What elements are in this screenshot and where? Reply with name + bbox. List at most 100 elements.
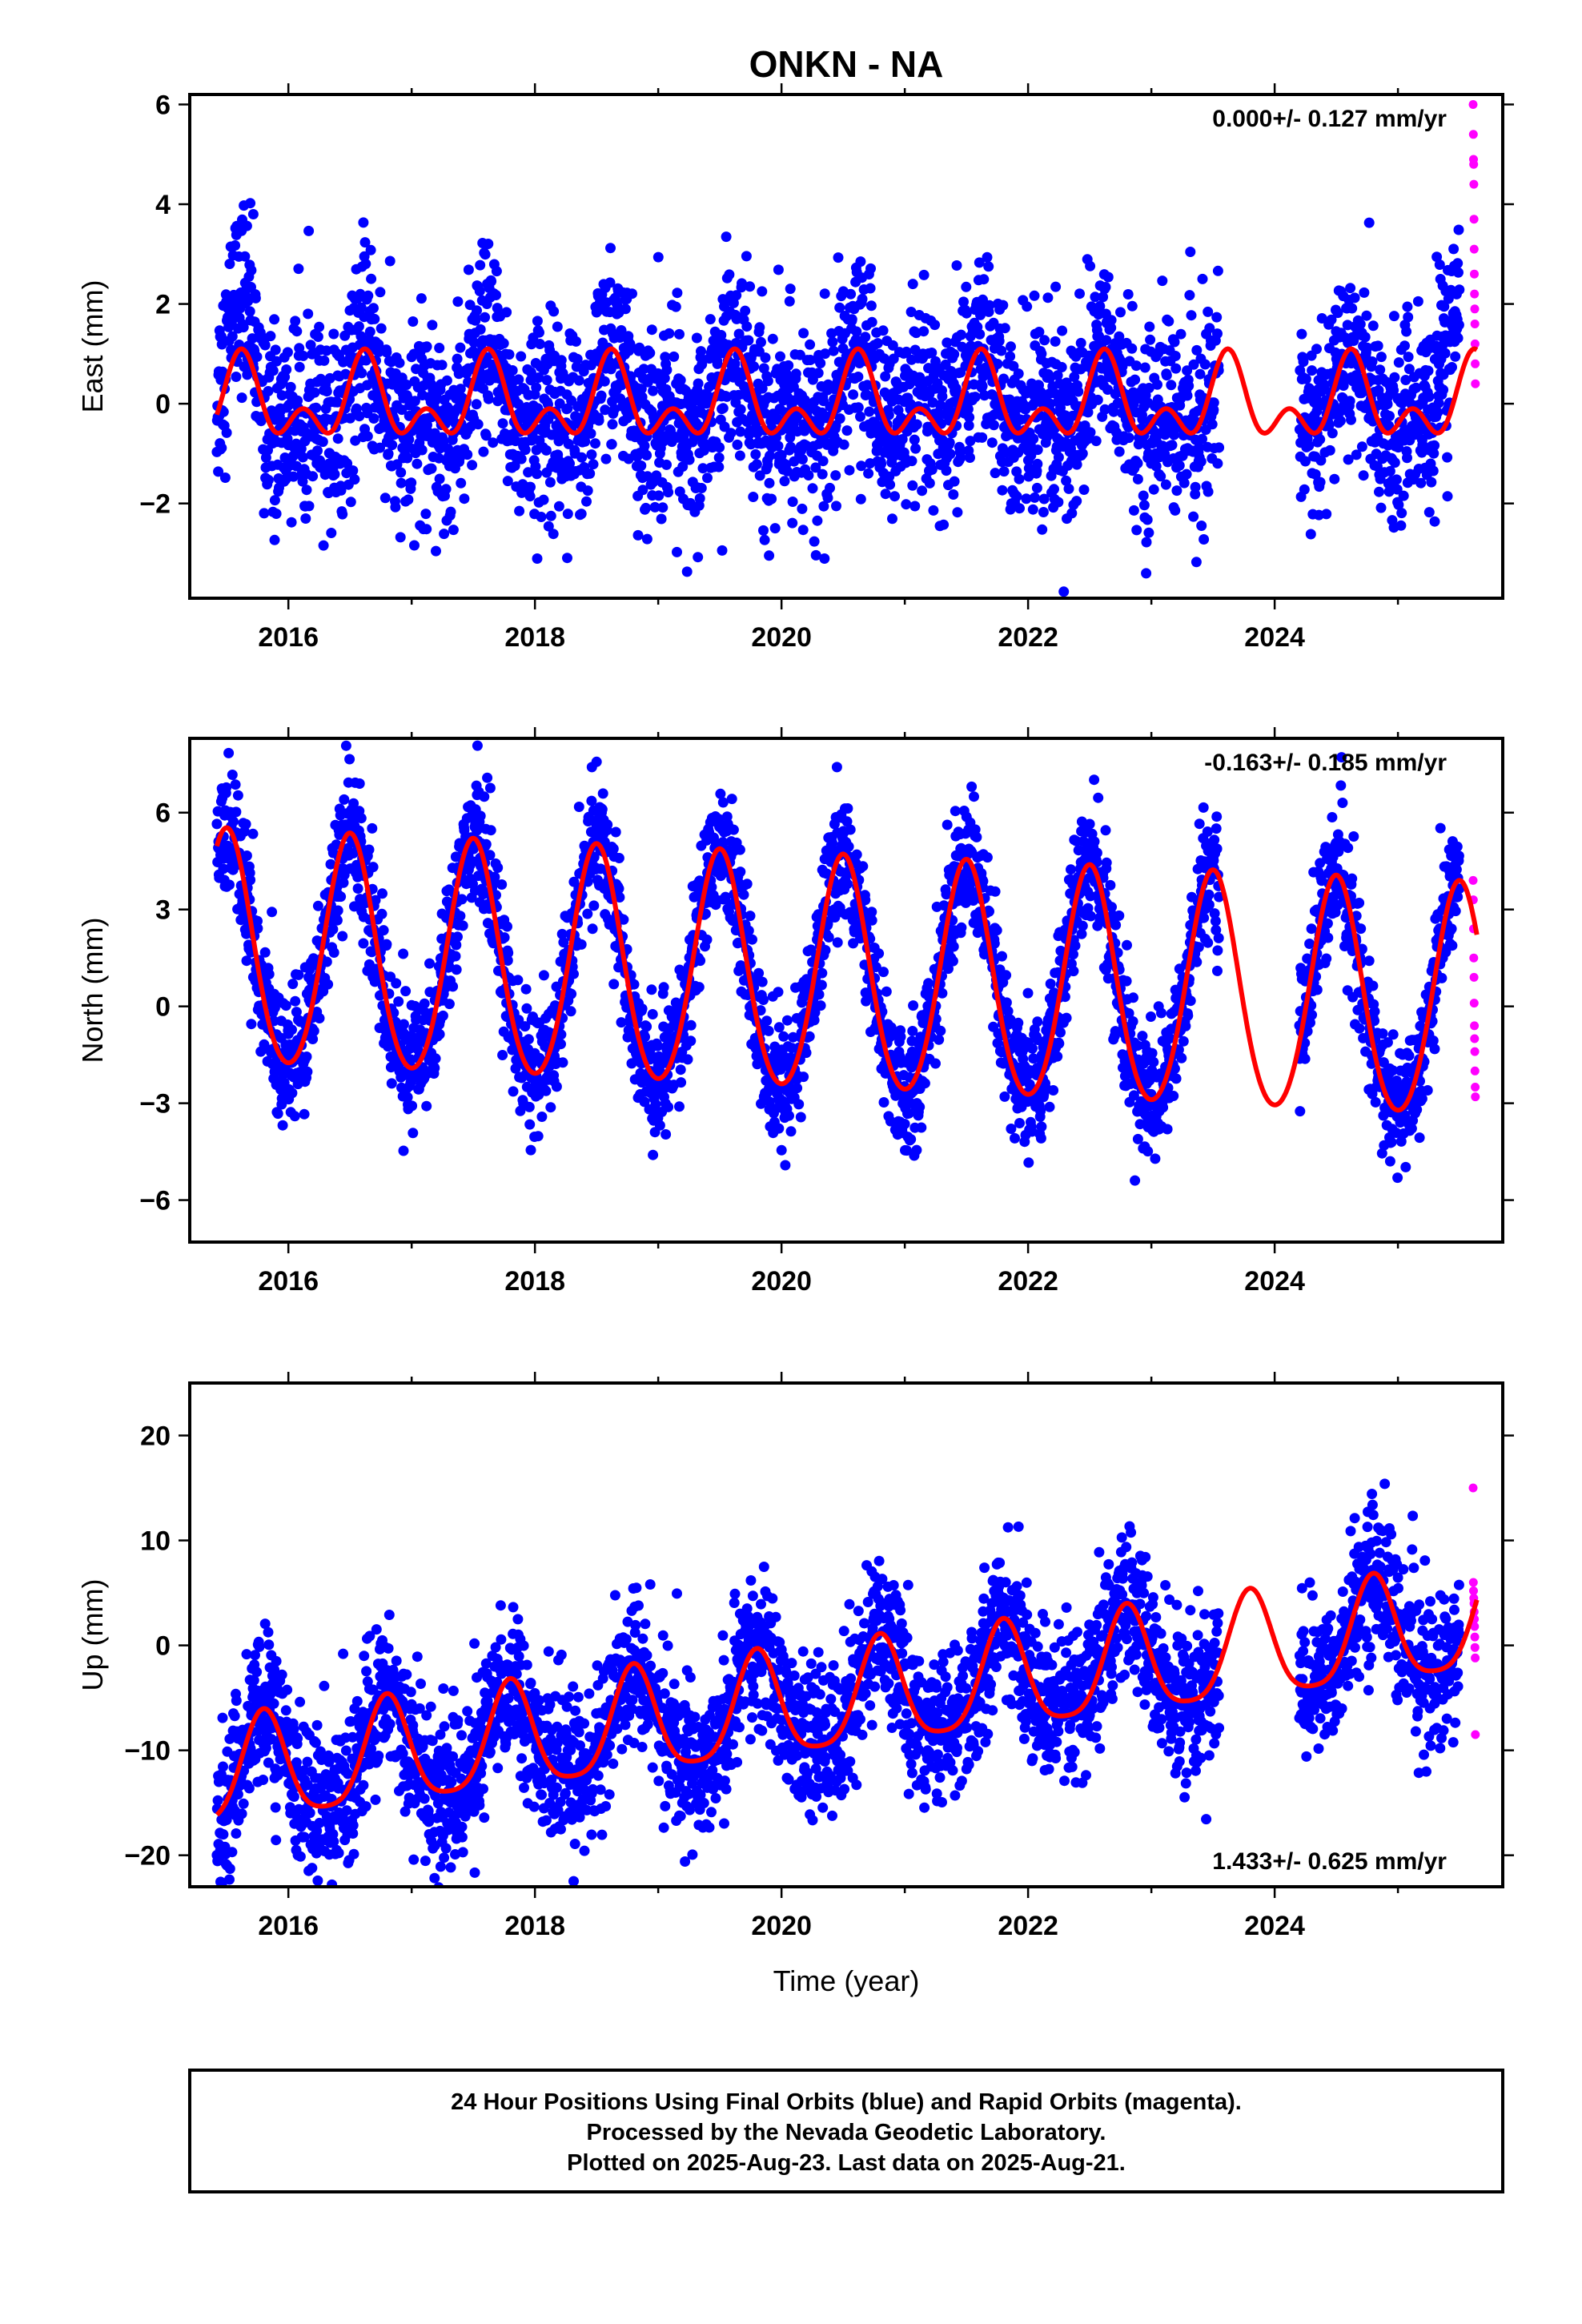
data-point bbox=[455, 911, 466, 922]
data-point bbox=[926, 464, 938, 475]
data-point bbox=[1174, 460, 1185, 471]
data-point bbox=[471, 399, 482, 410]
data-point bbox=[475, 259, 486, 271]
data-point bbox=[287, 1088, 298, 1099]
data-point bbox=[1358, 470, 1369, 481]
data-point bbox=[853, 372, 864, 382]
data-point bbox=[646, 324, 657, 336]
data-point bbox=[1375, 352, 1387, 363]
data-point bbox=[1170, 505, 1181, 516]
data-point bbox=[1367, 320, 1379, 332]
y-tick-label: 4 bbox=[155, 190, 171, 220]
data-point bbox=[1150, 460, 1162, 472]
data-point bbox=[360, 355, 371, 366]
data-point bbox=[1006, 341, 1016, 352]
data-point bbox=[1157, 275, 1168, 287]
data-point bbox=[562, 509, 573, 520]
data-point bbox=[652, 1040, 663, 1051]
data-point bbox=[544, 476, 556, 488]
data-point bbox=[239, 251, 251, 262]
data-point bbox=[562, 553, 572, 564]
data-point bbox=[1402, 452, 1412, 464]
data-point bbox=[369, 313, 380, 324]
data-point bbox=[813, 368, 824, 379]
data-point bbox=[1315, 476, 1326, 488]
data-point bbox=[1299, 484, 1310, 495]
y-tick-label: −2 bbox=[139, 489, 171, 520]
data-point bbox=[793, 1099, 805, 1110]
data-point bbox=[997, 485, 1008, 496]
data-point bbox=[1453, 267, 1464, 278]
data-point bbox=[1324, 444, 1335, 456]
data-point bbox=[741, 321, 753, 332]
data-point bbox=[455, 342, 466, 353]
data-point bbox=[1170, 363, 1182, 374]
data-point bbox=[499, 932, 510, 943]
data-point bbox=[344, 412, 355, 424]
data-point bbox=[582, 876, 593, 887]
data-point bbox=[623, 331, 634, 342]
data-point bbox=[492, 862, 504, 873]
data-point bbox=[1166, 380, 1177, 391]
data-point bbox=[501, 307, 512, 318]
data-point bbox=[1412, 296, 1423, 307]
data-point bbox=[1157, 440, 1168, 452]
data-point bbox=[1028, 433, 1039, 444]
data-point bbox=[586, 449, 597, 460]
data-point bbox=[924, 477, 935, 489]
data-point bbox=[556, 928, 568, 939]
data-point bbox=[672, 287, 683, 299]
data-point bbox=[1155, 471, 1166, 482]
data-point bbox=[398, 1145, 409, 1156]
data-point bbox=[600, 717, 611, 727]
data-point bbox=[706, 882, 717, 893]
data-point bbox=[1447, 362, 1457, 372]
data-point bbox=[1130, 374, 1141, 385]
data-point bbox=[661, 364, 673, 376]
data-point bbox=[1375, 502, 1387, 513]
plot-frame bbox=[188, 93, 1504, 600]
data-point bbox=[290, 316, 301, 327]
data-point bbox=[245, 875, 256, 886]
data-point bbox=[812, 515, 823, 526]
data-point bbox=[735, 404, 746, 415]
data-point bbox=[1123, 432, 1134, 444]
data-point bbox=[362, 431, 373, 442]
data-point bbox=[1332, 308, 1343, 319]
final-orbit-series bbox=[211, 198, 1465, 597]
data-point bbox=[545, 510, 556, 521]
data-point bbox=[586, 795, 597, 806]
data-point bbox=[1053, 497, 1064, 508]
data-point bbox=[498, 338, 509, 349]
data-point bbox=[1074, 288, 1085, 300]
data-point bbox=[1212, 328, 1223, 340]
data-point bbox=[402, 452, 413, 464]
data-point bbox=[1315, 455, 1327, 466]
data-point bbox=[691, 332, 702, 344]
data-point bbox=[1186, 310, 1197, 321]
data-point bbox=[393, 996, 404, 1007]
data-point bbox=[502, 921, 512, 932]
data-point bbox=[1014, 473, 1025, 485]
data-point bbox=[855, 493, 866, 505]
data-point bbox=[741, 251, 752, 262]
data-point bbox=[531, 382, 542, 393]
data-point bbox=[513, 374, 524, 385]
data-point bbox=[348, 798, 359, 809]
data-point bbox=[1148, 484, 1159, 495]
data-point bbox=[439, 529, 450, 540]
data-point bbox=[364, 326, 375, 337]
data-point bbox=[448, 525, 459, 536]
y-tick-label: 0 bbox=[155, 389, 171, 420]
data-point bbox=[339, 794, 350, 805]
data-point bbox=[502, 476, 513, 487]
data-point bbox=[1300, 456, 1311, 467]
data-point bbox=[391, 978, 402, 989]
rapid-point bbox=[1469, 215, 1479, 224]
data-point bbox=[819, 553, 830, 564]
data-point bbox=[488, 437, 499, 448]
data-point bbox=[887, 340, 898, 351]
data-point bbox=[838, 439, 849, 450]
data-point bbox=[285, 381, 296, 392]
data-point bbox=[754, 322, 765, 333]
